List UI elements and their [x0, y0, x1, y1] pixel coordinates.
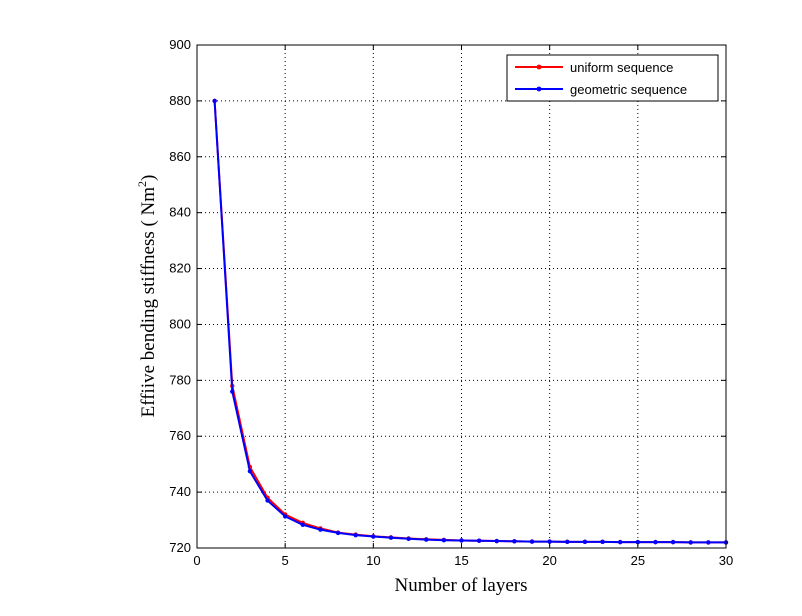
data-point-geometric-sequence: [335, 530, 341, 536]
x-tick-label: 5: [282, 553, 289, 568]
data-point-geometric-sequence: [230, 389, 235, 394]
x-tick-label: 0: [193, 553, 200, 568]
y-tick-label: 740: [169, 484, 191, 499]
x-tick-label: 10: [366, 553, 380, 568]
data-point-geometric-sequence: [300, 522, 305, 528]
y-tick-label: 860: [169, 149, 191, 164]
y-tick-label: 900: [169, 37, 191, 52]
legend: uniform sequence geometric sequence: [506, 54, 719, 102]
data-point-geometric-sequence: [688, 540, 693, 545]
data-point-geometric-sequence: [565, 539, 570, 545]
data-point-geometric-sequence: [371, 534, 376, 539]
data-point-geometric-sequence: [670, 539, 676, 545]
y-axis-title: Effiive bending stiffness ( Nm2): [135, 175, 159, 418]
legend-label-geometric: geometric sequence: [570, 82, 687, 97]
data-point-geometric-sequence: [212, 98, 217, 104]
axis-ticks: 0 5 10 15 20 25 30 720 740 760 780 800 820 840 860 880 9…: [169, 37, 733, 568]
data-point-geometric-sequence: [512, 539, 517, 544]
data-point-geometric-sequence: [618, 539, 623, 545]
data-point-geometric-sequence: [494, 538, 499, 544]
grid-lines: [197, 45, 726, 548]
data-point-geometric-sequence: [388, 535, 394, 540]
data-point-geometric-sequence: [318, 527, 323, 532]
data-point-geometric-sequence: [476, 538, 482, 543]
x-tick-label: 30: [719, 553, 733, 568]
data-point-geometric-sequence: [706, 540, 711, 545]
legend-label-uniform: uniform sequence: [570, 60, 673, 75]
data-point-geometric-sequence: [653, 539, 658, 545]
legend-box: [506, 54, 719, 102]
y-tick-label: 880: [169, 93, 191, 108]
legend-marker-uniform: [536, 64, 542, 70]
x-axis-title: Number of layers: [395, 575, 528, 596]
data-point-geometric-sequence: [441, 537, 447, 543]
y-axis-title-close: ): [138, 175, 159, 181]
data-point-geometric-sequence: [424, 537, 429, 542]
y-tick-label: 820: [169, 261, 191, 276]
y-tick-label: 780: [169, 372, 191, 387]
y-tick-label: 840: [169, 205, 191, 220]
x-tick-label: 25: [631, 553, 645, 568]
y-axis-title-superscript: 2: [135, 181, 149, 187]
legend-marker-geometric: [536, 86, 542, 92]
x-tick-label: 20: [542, 553, 556, 568]
data-point-geometric-sequence: [600, 539, 605, 545]
data-point-geometric-sequence: [529, 539, 535, 544]
series-layer: [212, 98, 729, 545]
y-tick-label: 760: [169, 428, 191, 443]
data-point-geometric-sequence: [459, 538, 464, 543]
data-point-geometric-sequence: [282, 514, 288, 519]
data-point-geometric-sequence: [353, 532, 358, 538]
y-tick-label: 720: [169, 540, 191, 555]
x-tick-label: 15: [454, 553, 468, 568]
series-line-geometric-sequence: [213, 100, 726, 544]
data-point-geometric-sequence: [635, 539, 641, 545]
plot-background: [197, 45, 726, 548]
y-tick-label: 800: [169, 316, 191, 331]
data-point-geometric-sequence: [265, 498, 270, 503]
data-point-geometric-sequence: [247, 468, 253, 474]
data-point-geometric-sequence: [406, 536, 411, 541]
data-point-geometric-sequence: [582, 539, 588, 545]
data-point-geometric-sequence: [547, 539, 552, 544]
y-axis-title-main: Effiive bending stiffness ( Nm: [138, 187, 159, 418]
